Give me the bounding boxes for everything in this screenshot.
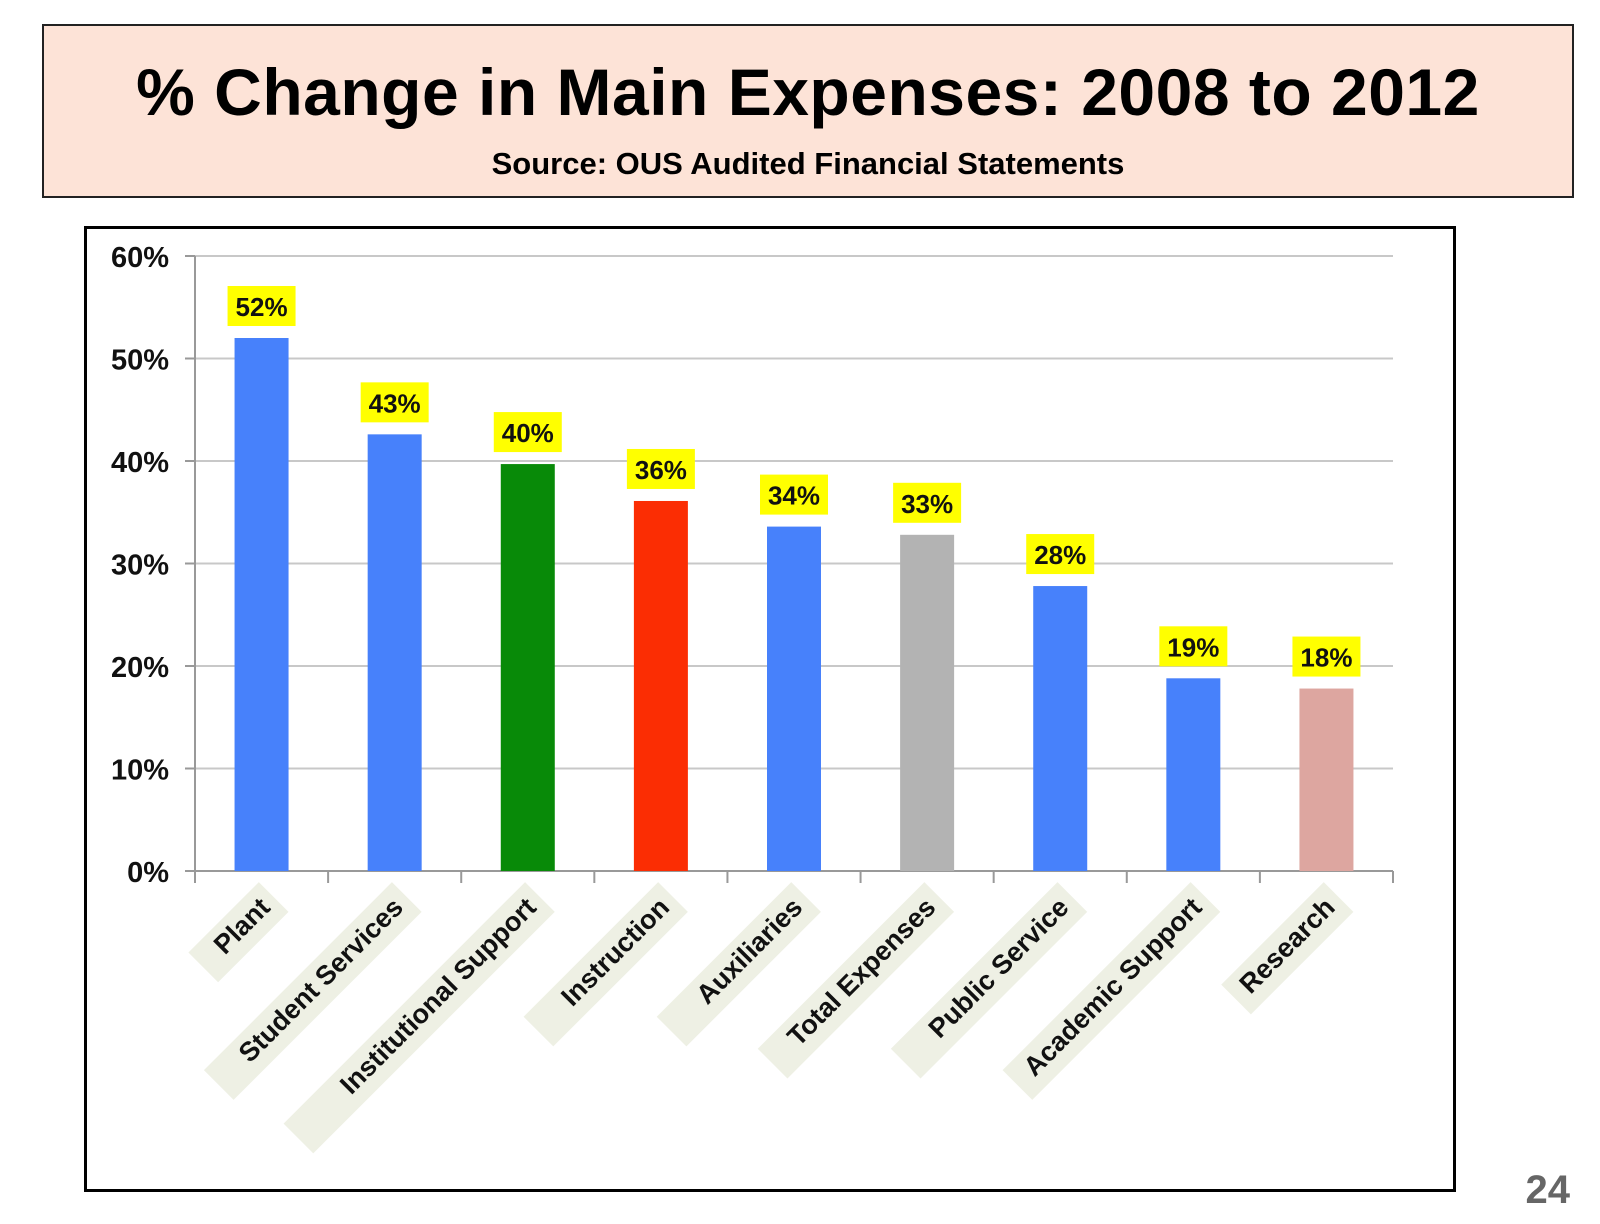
category-label-background — [1221, 882, 1354, 1015]
data-label-highlight — [360, 382, 429, 423]
category-label-group — [523, 882, 688, 1047]
category-label-background — [1002, 882, 1221, 1100]
y-tick-label: 50% — [111, 345, 169, 377]
data-label-highlight — [626, 448, 695, 489]
bar-student-services — [367, 434, 422, 871]
bar-institutional-support — [500, 464, 555, 871]
bar-total-expenses — [900, 534, 955, 871]
data-label: 36% — [635, 455, 687, 485]
page-number: 24 — [1525, 1168, 1571, 1212]
data-label: 40% — [502, 418, 554, 448]
title-box: % Change in Main Expenses: 2008 to 2012 … — [42, 24, 1574, 198]
category-label-group — [283, 882, 555, 1154]
slide-subtitle: Source: OUS Audited Financial Statements — [491, 146, 1125, 181]
bar-auxiliaries — [767, 526, 821, 871]
data-label-highlight — [227, 286, 296, 326]
data-label-highlight — [1159, 626, 1228, 667]
slide-title: % Change in Main Expenses: 2008 to 2012 — [136, 55, 1480, 129]
data-label-highlight — [1026, 534, 1095, 575]
category-label-background — [656, 882, 821, 1047]
bar-academic-support — [1166, 678, 1221, 871]
category-label: Auxiliaries — [690, 892, 808, 1010]
category-label-group — [203, 882, 422, 1100]
data-label: 33% — [901, 489, 953, 519]
data-label-highlight — [493, 412, 562, 453]
category-label: Research — [1233, 892, 1340, 999]
bar-instruction — [633, 500, 688, 871]
category-label-group — [188, 882, 289, 983]
bar-chart: 0% 10% 20% 30% 40% 50% 60% 52% 43% 40% 36% 34% 33% 2… — [111, 242, 1394, 1154]
data-label: 18% — [1300, 643, 1352, 673]
data-label: 34% — [768, 481, 820, 511]
bar-public-service — [1033, 586, 1088, 871]
y-tick-label: 10% — [111, 755, 169, 787]
category-label: Instruction — [555, 892, 675, 1012]
category-label-group — [1002, 882, 1221, 1100]
y-tick-label: 30% — [111, 550, 169, 582]
category-label-background — [757, 882, 955, 1079]
data-label-highlight — [893, 482, 962, 523]
category-label-background — [188, 882, 289, 983]
category-label-background — [203, 882, 422, 1100]
y-tick-label: 0% — [127, 857, 169, 889]
category-label-backgrounds — [188, 882, 1354, 1154]
data-label: 52% — [236, 292, 288, 322]
y-tick-labels: 0% 10% 20% 30% 40% 50% 60% — [111, 242, 169, 889]
bar-research — [1299, 688, 1354, 871]
category-label-group — [757, 882, 955, 1079]
category-label-group — [1221, 882, 1354, 1015]
category-label-background — [283, 882, 555, 1154]
data-label-highlight — [1292, 636, 1361, 677]
chart-frame: 0% 10% 20% 30% 40% 50% 60% 52% 43% 40% 36% 34% 33% 2… — [84, 226, 1456, 1192]
category-label-background — [523, 882, 688, 1047]
data-label: 43% — [369, 388, 421, 418]
category-label-background — [890, 882, 1088, 1079]
data-label: 19% — [1167, 632, 1219, 662]
y-tick-label: 20% — [111, 652, 169, 684]
category-label-group — [890, 882, 1088, 1079]
data-label: 28% — [1034, 540, 1086, 570]
bars — [234, 338, 1354, 871]
y-tick-label: 60% — [111, 242, 169, 274]
y-tick-label: 40% — [111, 447, 169, 479]
category-label-group — [656, 882, 821, 1047]
data-labels: 52% 43% 40% 36% 34% 33% 28% 19% 18% — [227, 286, 1361, 677]
bar-plant — [234, 338, 289, 871]
data-label-highlight — [760, 474, 828, 515]
